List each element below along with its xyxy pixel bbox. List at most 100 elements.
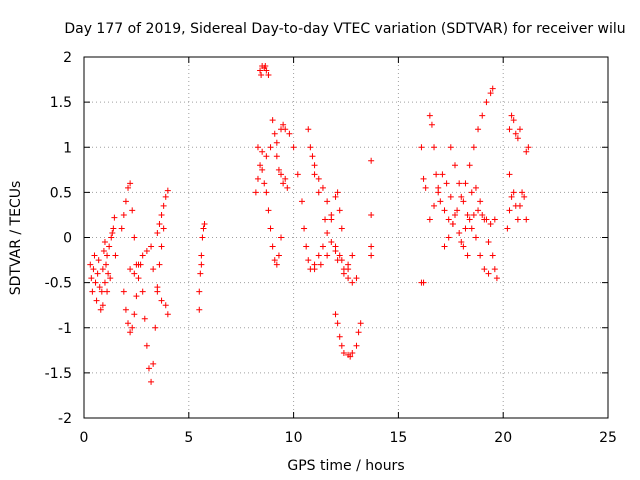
- data-point: [458, 239, 465, 246]
- data-point: [273, 139, 280, 146]
- data-point: [275, 252, 282, 259]
- x-axis-label: GPS time / hours: [287, 458, 404, 474]
- data-point: [94, 270, 101, 277]
- data-point: [162, 193, 169, 200]
- data-point: [523, 216, 530, 223]
- data-point: [90, 266, 97, 273]
- y-tick-label: 1: [63, 140, 72, 156]
- data-point: [426, 216, 433, 223]
- data-point: [143, 248, 150, 255]
- data-point: [519, 189, 526, 196]
- data-point: [456, 229, 463, 236]
- data-point: [508, 193, 515, 200]
- data-point: [158, 211, 165, 218]
- data-point: [286, 130, 293, 137]
- data-point: [125, 184, 132, 191]
- data-point: [259, 166, 266, 173]
- data-point: [200, 225, 207, 232]
- data-point: [435, 184, 442, 191]
- data-point: [332, 193, 339, 200]
- data-point: [334, 189, 341, 196]
- data-point: [493, 275, 500, 282]
- data-point: [139, 288, 146, 295]
- data-point: [263, 67, 270, 74]
- data-point: [129, 207, 136, 214]
- data-point: [199, 234, 206, 241]
- data-point: [122, 306, 129, 313]
- data-point: [135, 261, 142, 268]
- data-point: [332, 248, 339, 255]
- data-point: [315, 189, 322, 196]
- data-point: [437, 198, 444, 205]
- data-point: [259, 148, 266, 155]
- data-point: [431, 202, 438, 209]
- data-point: [120, 288, 127, 295]
- data-point: [447, 144, 454, 151]
- data-point: [107, 275, 114, 282]
- data-point: [355, 329, 362, 336]
- data-point: [510, 117, 517, 124]
- data-point: [131, 311, 138, 318]
- data-point: [317, 261, 324, 268]
- data-point: [451, 162, 458, 169]
- data-point: [99, 302, 106, 309]
- data-point: [104, 288, 111, 295]
- data-point: [254, 175, 261, 182]
- data-point: [201, 220, 208, 227]
- data-point: [87, 261, 94, 268]
- data-point: [328, 239, 335, 246]
- data-point: [483, 99, 490, 106]
- data-point: [338, 257, 345, 264]
- data-point: [160, 225, 167, 232]
- data-point: [319, 243, 326, 250]
- data-point: [477, 198, 484, 205]
- data-point: [462, 180, 469, 187]
- data-point: [420, 279, 427, 286]
- data-point: [451, 211, 458, 218]
- data-point: [265, 207, 272, 214]
- data-point: [294, 171, 301, 178]
- data-point: [164, 311, 171, 318]
- data-point: [263, 153, 270, 160]
- data-point: [504, 225, 511, 232]
- data-point: [273, 261, 280, 268]
- data-point: [154, 229, 161, 236]
- data-point: [508, 112, 515, 119]
- data-point: [336, 252, 343, 259]
- data-point: [328, 216, 335, 223]
- y-tick-labels: -2 -1.5 -1 -0.5 0 0.5 1 1.5 2: [45, 50, 72, 427]
- data-point: [143, 342, 150, 349]
- data-point: [280, 121, 287, 128]
- data-point: [470, 144, 477, 151]
- data-point: [120, 211, 127, 218]
- data-point: [148, 243, 155, 250]
- data-point: [324, 198, 331, 205]
- data-point: [99, 266, 106, 273]
- data-point: [454, 207, 461, 214]
- data-point: [112, 252, 119, 259]
- data-point: [127, 329, 134, 336]
- data-point: [324, 229, 331, 236]
- data-point: [257, 162, 264, 169]
- data-point: [290, 144, 297, 151]
- data-point: [349, 350, 356, 357]
- data-point: [357, 320, 364, 327]
- data-point: [347, 353, 354, 360]
- data-point: [307, 144, 314, 151]
- data-point: [100, 248, 107, 255]
- data-point: [263, 189, 270, 196]
- data-point: [158, 243, 165, 250]
- data-point: [160, 202, 167, 209]
- data-point: [156, 261, 163, 268]
- data-point: [338, 342, 345, 349]
- data-point: [322, 216, 329, 223]
- data-point: [162, 302, 169, 309]
- data-point: [97, 306, 104, 313]
- data-point: [89, 288, 96, 295]
- y-tick-label: 2: [63, 50, 72, 66]
- data-point: [447, 193, 454, 200]
- data-point: [460, 198, 467, 205]
- data-point: [269, 243, 276, 250]
- data-point: [523, 148, 530, 155]
- data-point: [158, 297, 165, 304]
